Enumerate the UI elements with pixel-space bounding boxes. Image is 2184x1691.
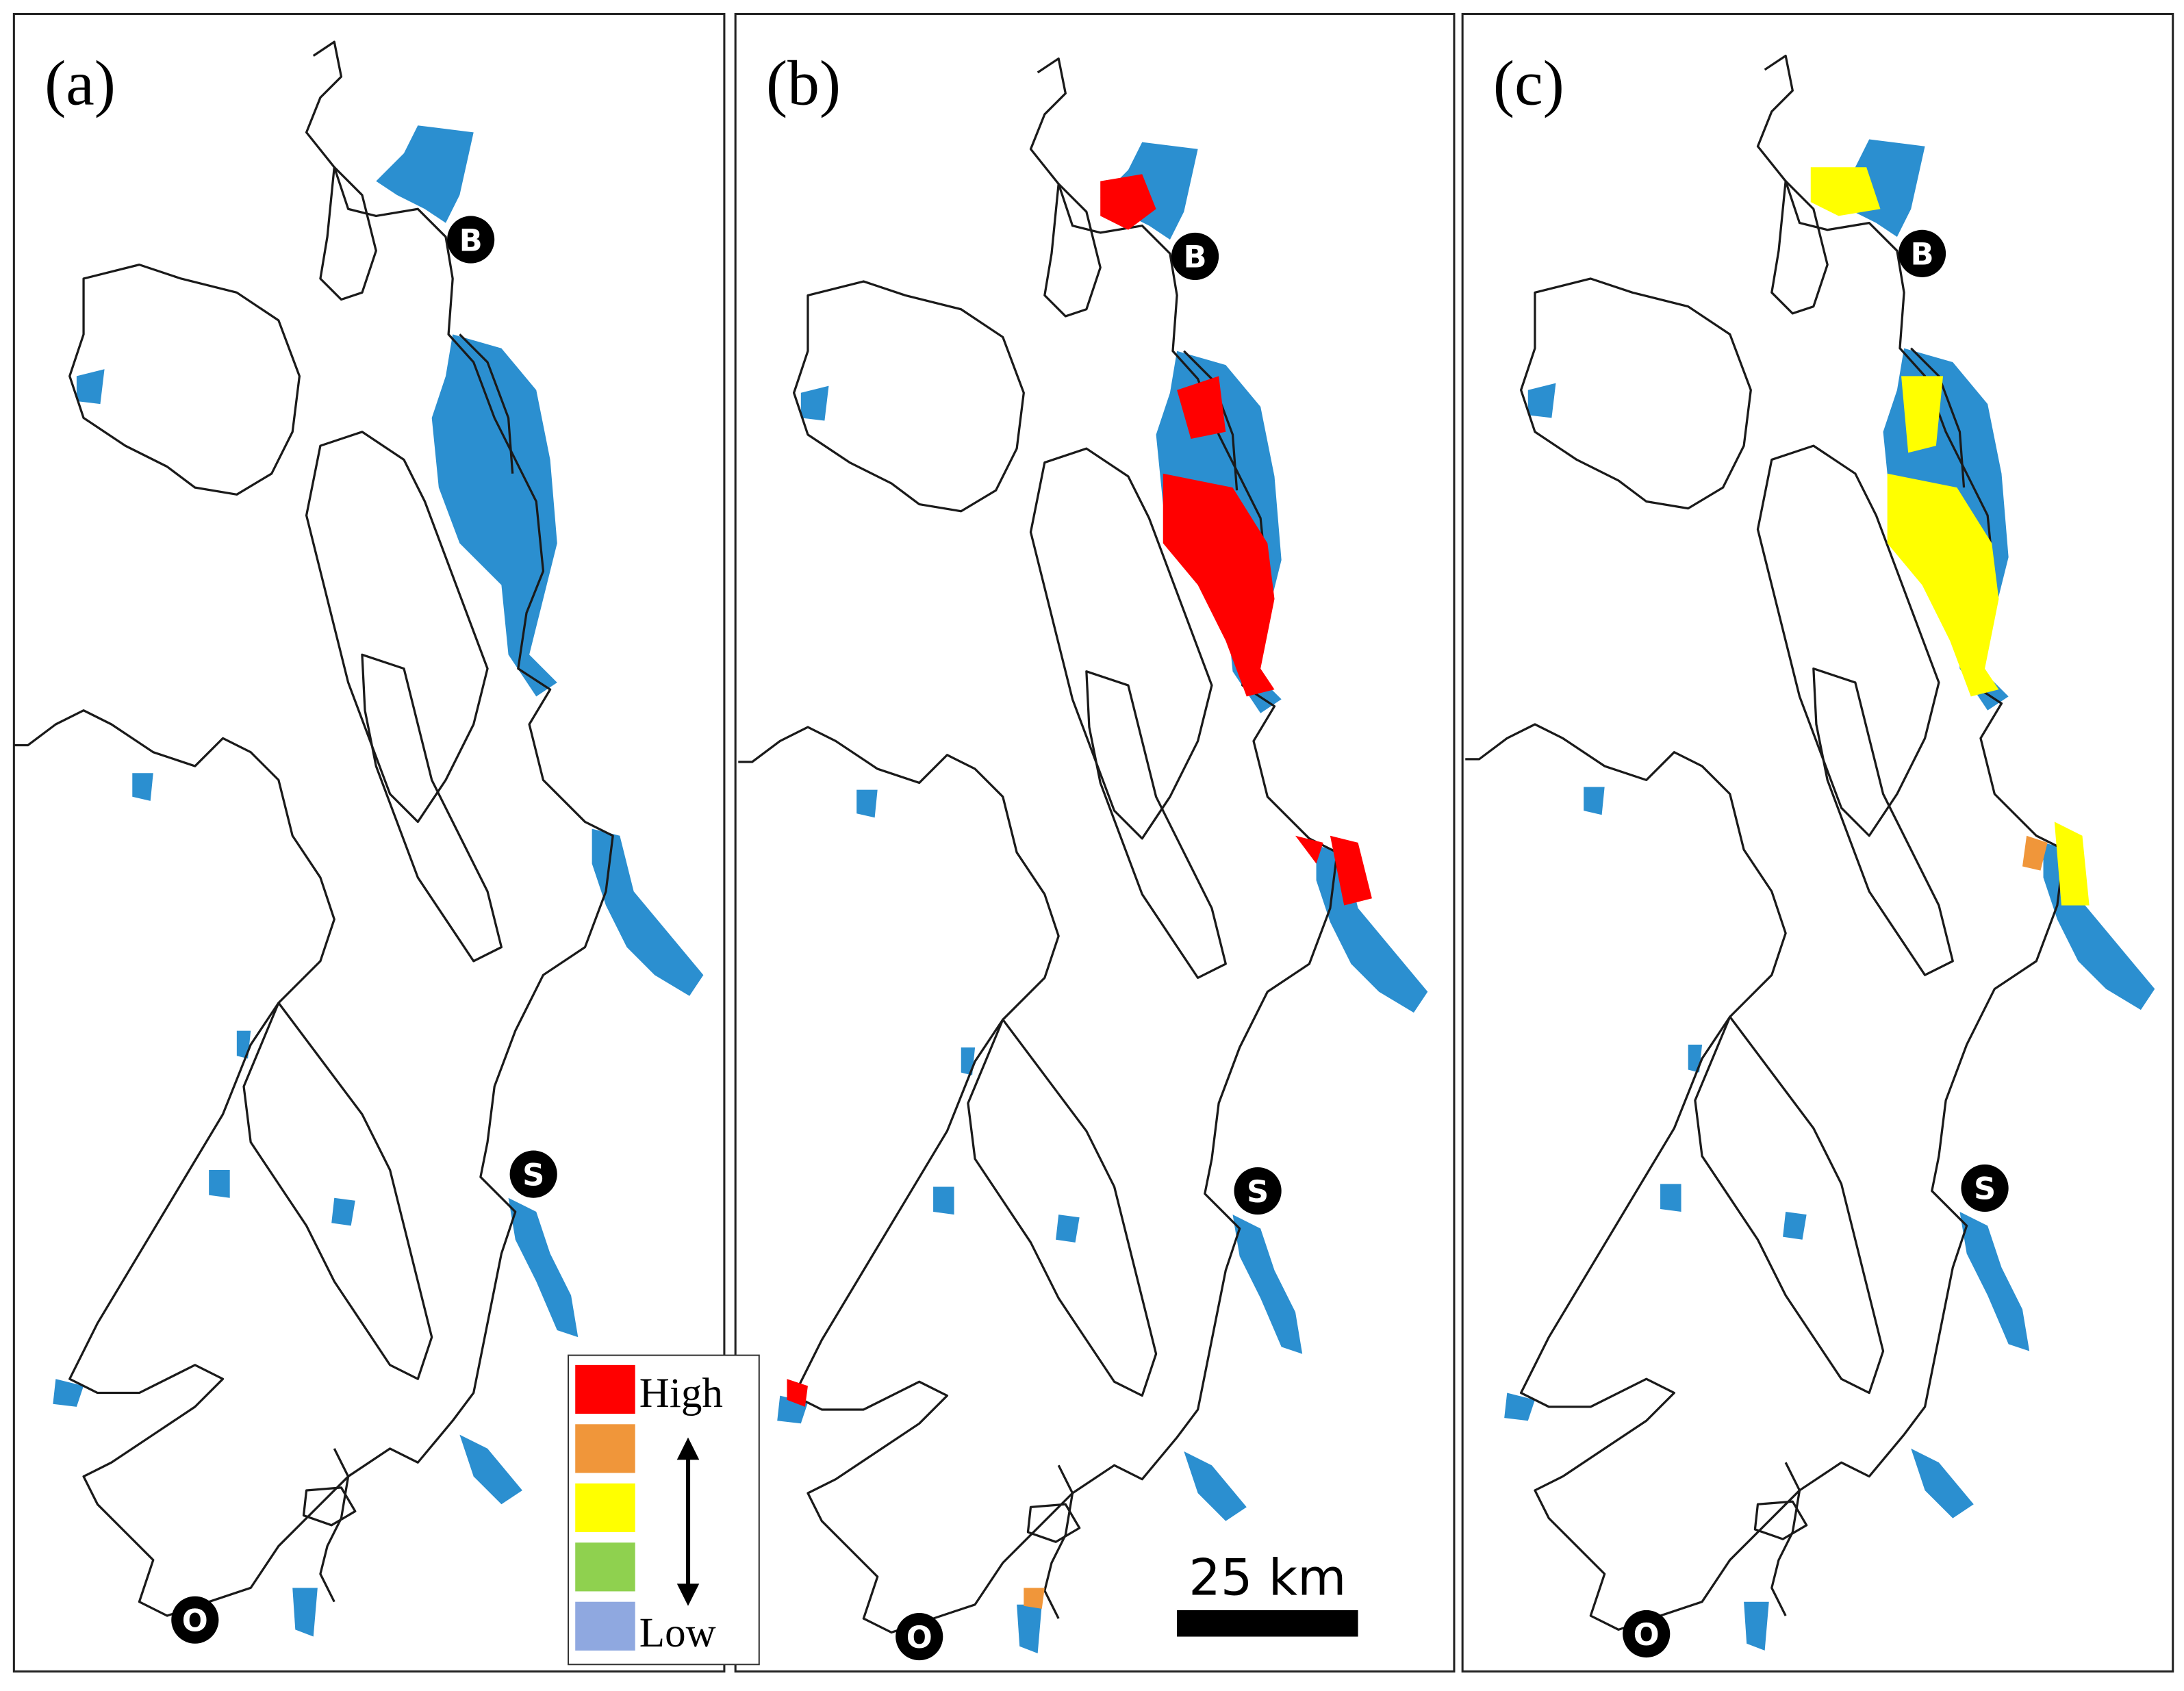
panel-frame xyxy=(12,12,726,1673)
map-panel: (a) B S O xyxy=(12,12,726,1673)
city-label: O xyxy=(906,1619,932,1655)
risk-patch xyxy=(1887,473,1999,697)
risk-patch xyxy=(1810,167,1881,216)
risk-patch xyxy=(1163,473,1275,697)
risk-patch xyxy=(787,1379,808,1407)
city-marker xyxy=(896,1612,943,1661)
panel-frame xyxy=(1461,12,2174,1673)
city-label: S xyxy=(1247,1173,1269,1210)
legend-low: Low xyxy=(639,1610,716,1656)
map-panel: (c) B S O xyxy=(1461,12,2174,1673)
risk-patch xyxy=(1024,1588,1045,1609)
legend: High Low xyxy=(568,1354,760,1666)
panel-label: (b) xyxy=(766,49,841,119)
risk-patch xyxy=(1901,376,1944,453)
panel-label: (c) xyxy=(1493,49,1564,119)
risk-patch xyxy=(1295,835,1323,864)
panel-label: (a) xyxy=(45,49,116,119)
legend-swatch xyxy=(575,1483,635,1532)
city-marker xyxy=(1961,1164,2009,1212)
arrow-head xyxy=(676,1437,700,1460)
city-marker xyxy=(1234,1167,1282,1215)
city-label: B xyxy=(459,222,483,258)
legend-swatch xyxy=(575,1542,635,1592)
city-marker xyxy=(447,216,495,264)
legend-swatch xyxy=(575,1424,635,1473)
risk-patch xyxy=(2054,822,2090,906)
city-marker xyxy=(171,1596,219,1644)
panel-frame xyxy=(734,12,1456,1673)
basemap xyxy=(1464,54,2156,1652)
city-label: O xyxy=(1634,1616,1660,1653)
city-marker xyxy=(509,1150,557,1198)
city-label: O xyxy=(182,1602,208,1638)
risk-patch xyxy=(1100,174,1156,230)
scale-bar xyxy=(1177,1610,1358,1637)
legend-high: High xyxy=(639,1371,723,1416)
legend-swatch xyxy=(575,1601,635,1651)
basemap xyxy=(737,57,1429,1655)
city-marker xyxy=(1623,1610,1671,1658)
city-label: B xyxy=(1183,239,1206,275)
city-label: B xyxy=(1910,236,1933,272)
city-marker xyxy=(1898,229,1946,277)
map-panel: (b) B S O xyxy=(734,12,1456,1673)
risk-patch xyxy=(2022,835,2048,871)
risk-patch xyxy=(1177,376,1226,439)
scale-label: 25 km xyxy=(1189,1549,1346,1607)
city-label: S xyxy=(1974,1171,1996,1207)
risk-patch xyxy=(1330,835,1372,906)
arrow-head xyxy=(676,1584,700,1606)
city-label: S xyxy=(522,1156,544,1193)
city-marker xyxy=(1171,232,1219,281)
legend-swatch xyxy=(575,1364,635,1414)
